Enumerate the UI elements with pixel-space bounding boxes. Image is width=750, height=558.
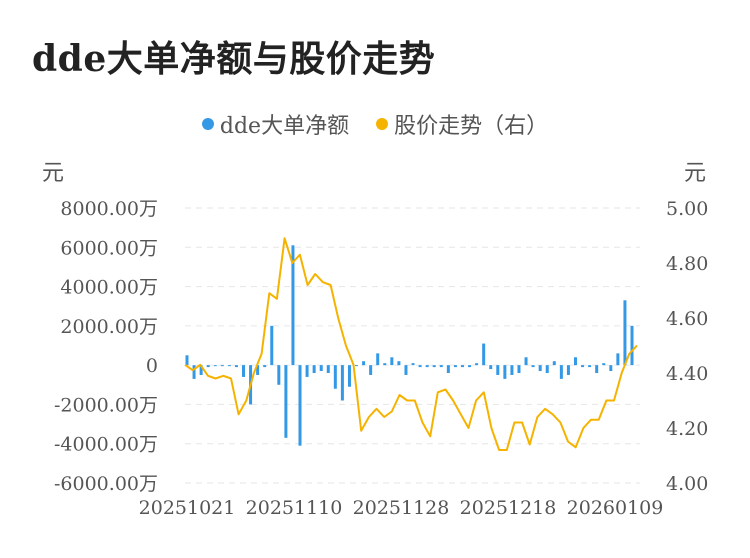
dde-bar	[298, 365, 302, 446]
left-tick-label: 8000.00万	[60, 198, 158, 220]
left-tick-label: 6000.00万	[60, 237, 158, 259]
dde-bar	[503, 365, 507, 379]
legend-label: dde大单净额	[219, 114, 350, 139]
x-tick-label: 20251218	[460, 497, 557, 519]
dde-bar	[291, 245, 295, 366]
dde-bar	[538, 365, 542, 372]
right-tick-label: 4.20	[666, 418, 708, 440]
dde-bar	[242, 365, 246, 377]
dde-bar	[609, 365, 613, 372]
right-tick-label: 4.40	[666, 363, 708, 385]
dde-bar	[630, 325, 634, 366]
dde-bar	[206, 365, 210, 368]
dde-bar	[333, 365, 337, 389]
dde-bar	[383, 363, 387, 366]
right-tick-label: 4.80	[666, 253, 708, 275]
left-tick-label: -6000.00万	[54, 473, 158, 495]
x-tick-label: 20251128	[353, 497, 450, 519]
dde-bar	[305, 365, 309, 377]
dde-bar	[185, 355, 189, 366]
dde-bar	[425, 365, 429, 368]
dde-bar	[284, 365, 288, 438]
right-tick-label: 4.60	[666, 308, 708, 330]
x-tick-label: 20251021	[139, 497, 236, 519]
legend-dot-icon	[201, 118, 214, 130]
dde-bar	[362, 361, 366, 366]
price-line	[184, 237, 638, 451]
dde-bar	[213, 365, 217, 367]
dde-bar	[192, 365, 196, 379]
dde-bar	[270, 325, 274, 366]
dde-bar	[418, 365, 422, 368]
dde-bar	[510, 365, 514, 375]
left-tick-label: 4000.00万	[60, 277, 158, 299]
left-tick-label: -2000.00万	[54, 394, 158, 416]
x-tick-label: 20251110	[246, 497, 343, 519]
chart-title: dde大单净额与股价走势	[32, 38, 436, 80]
dde-bar	[355, 365, 359, 367]
dde-bar	[524, 357, 528, 366]
dde-bar	[227, 365, 231, 367]
dde-bar	[199, 365, 203, 375]
dde-bar	[496, 365, 500, 375]
dde-bar	[531, 365, 535, 368]
dde-bar	[439, 365, 443, 368]
dde-bar	[277, 365, 281, 385]
right-tick-label: 5.00	[666, 198, 708, 220]
dde-bar	[234, 365, 238, 368]
dde-bar	[489, 365, 493, 370]
dde-bar	[404, 365, 408, 375]
dde-bar	[460, 365, 464, 368]
dde-bar	[432, 365, 436, 368]
dde-bar	[397, 361, 401, 366]
dde-bar	[468, 365, 472, 368]
legend-item-dde[interactable]: dde大单净额	[201, 108, 350, 140]
dde-bar	[616, 353, 620, 366]
dde-bar	[453, 365, 457, 368]
dde-bar	[446, 365, 450, 373]
dde-bar	[256, 365, 260, 375]
left-tick-label: 0	[146, 355, 158, 377]
dde-bar	[475, 363, 479, 366]
legend-dot-icon	[376, 118, 389, 130]
dde-bar	[623, 300, 627, 366]
left-tick-label: -4000.00万	[54, 434, 158, 456]
dde-bar	[369, 365, 373, 375]
dde-bar	[595, 365, 599, 373]
dde-bar	[573, 357, 577, 366]
dde-bar	[559, 365, 563, 379]
dde-bar	[376, 353, 380, 366]
dde-bar	[347, 365, 351, 387]
dde-bar	[552, 361, 556, 366]
dde-bar	[517, 365, 521, 373]
legend: dde大单净额 股价走势（右）	[0, 108, 750, 140]
legend-label: 股价走势（右）	[394, 114, 549, 139]
left-axis-unit: 元	[42, 161, 65, 186]
dde-bar	[566, 365, 570, 375]
dde-bar	[390, 357, 394, 366]
dde-bar	[312, 365, 316, 373]
dde-bar	[319, 365, 323, 372]
dde-bar	[482, 343, 486, 366]
dde-bar	[326, 365, 330, 373]
left-tick-label: 2000.00万	[60, 316, 158, 338]
x-tick-label: 20260109	[567, 497, 664, 519]
dde-bar	[220, 365, 224, 367]
dde-bar	[263, 365, 267, 368]
dde-bar	[411, 363, 415, 366]
right-axis-unit: 元	[684, 161, 707, 186]
dde-bar	[602, 363, 606, 366]
dde-bar	[581, 365, 585, 368]
dde-bar	[340, 365, 344, 401]
dde-bar	[588, 365, 592, 368]
dde-bar	[545, 365, 549, 373]
right-tick-label: 4.00	[666, 473, 708, 495]
legend-item-price[interactable]: 股价走势（右）	[376, 108, 548, 140]
